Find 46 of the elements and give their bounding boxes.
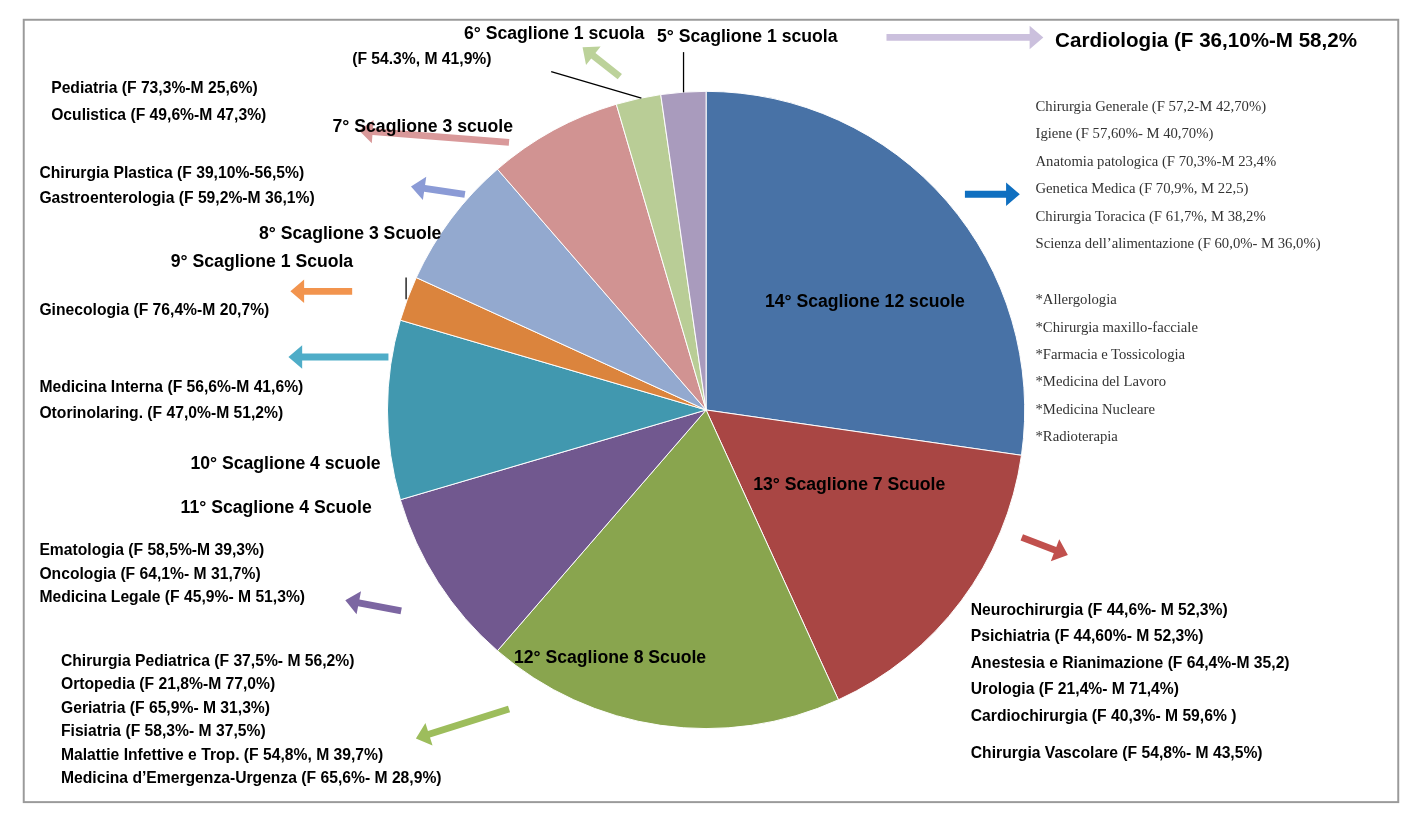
text: Chirurgia Pediatrica (F 37,5%- M 56,2%) <box>60 651 355 669</box>
text: *Chirurgia maxillo-facciale <box>1035 318 1199 335</box>
text: Ortopedia (F 21,8%-M 77,0%) <box>60 675 276 693</box>
text: *Radioterapia <box>1035 428 1119 445</box>
text: *Medicina Nucleare <box>1035 400 1156 417</box>
text: Medicina Interna (F 56,6%-M 41,6%) <box>39 378 304 396</box>
slice-label: 14° Scaglione 12 scuole <box>764 291 966 312</box>
text: Malattie Infettive e Trop. (F 54,8%, M 39,7%) <box>60 745 384 763</box>
text: Anatomia patologica (F 70,3%-M 23,4% <box>1035 152 1277 170</box>
text: Genetica Medica (F 70,9%, M 22,5) <box>1035 180 1249 198</box>
text: Psichiatria (F 44,60%- M 52,3%) <box>970 627 1204 645</box>
text: Neurochirurgia (F 44,6%- M 52,3%) <box>970 600 1228 618</box>
text: *Farmacia e Tossicologia <box>1035 345 1186 362</box>
text: Chirurgia Generale (F 57,2-M 42,70%) <box>1035 97 1267 115</box>
text: Gastroenterologia (F 59,2%-M 36,1%) <box>39 189 315 207</box>
slice-label: 8° Scaglione 3 Scuole <box>259 223 442 244</box>
text: *Allergologia <box>1035 291 1118 308</box>
text: Oculistica (F 49,6%-M 47,3%) <box>51 105 267 123</box>
slice-label: 13° Scaglione 7 Scuole <box>753 474 946 495</box>
text: Scienza dell’alimentazione (F 60,0%- M 36,0%) <box>1035 235 1321 253</box>
text: Medicina d’Emergenza-Urgenza (F 65,6%- M 28,9%) <box>60 769 442 787</box>
text: Otorinolaring. (F 47,0%-M 51,2%) <box>39 403 284 421</box>
text: Anestesia e Rianimazione (F 64,4%-M 35,2) <box>970 653 1290 671</box>
text: Urologia (F 21,4%- M 71,4%) <box>970 680 1179 698</box>
slice-label: 6° Scaglione 1 scuola <box>463 23 645 44</box>
text: Fisiatria (F 58,3%- M 37,5%) <box>60 722 266 740</box>
slice-label: 11° Scaglione 4 Scuole <box>180 496 373 517</box>
text: Chirurgia Plastica (F 39,10%-56,5%) <box>39 163 305 181</box>
text: Ginecologia (F 76,4%-M 20,7%) <box>39 300 270 318</box>
text: Chirurgia Vascolare (F 54,8%- M 43,5%) <box>970 744 1263 761</box>
text: Cardiochirurgia (F 40,3%- M 59,6% ) <box>970 706 1237 724</box>
text: Ematologia (F 58,5%-M 39,3%) <box>39 541 265 559</box>
slice-label: 10° Scaglione 4 scuole <box>190 452 381 473</box>
text: Geriatria (F 65,9%- M 31,3%) <box>60 698 271 716</box>
text: (F 54.3%, M 41,9%) <box>352 49 492 67</box>
text: Cardiologia (F 36,10%-M 58,2% <box>1055 28 1358 52</box>
text: *Medicina del Lavoro <box>1035 373 1167 390</box>
slice-label: 5° Scaglione 1 scuola <box>657 26 838 47</box>
text: Chirurgia Toracica (F 61,7%, M 38,2% <box>1035 207 1266 225</box>
slice-label: 9° Scaglione 1 Scuola <box>170 250 354 271</box>
text: Igiene (F 57,60%- M 40,70%) <box>1035 125 1214 143</box>
text: Pediatria (F 73,3%-M 25,6%) <box>51 79 258 97</box>
text: Medicina Legale (F 45,9%- M 51,3%) <box>39 588 306 606</box>
slice-label: 12° Scaglione 8 Scuole <box>513 646 707 667</box>
text: Oncologia (F 64,1%- M 31,7%) <box>39 564 261 582</box>
slice-label: 7° Scaglione 3 scuole <box>332 115 514 136</box>
